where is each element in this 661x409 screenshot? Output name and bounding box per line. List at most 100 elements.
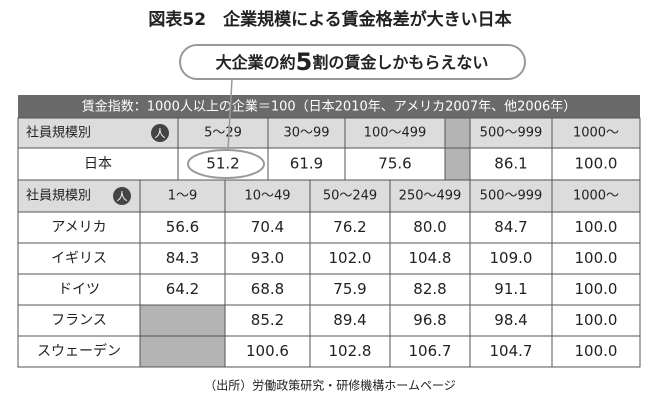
cell — [551, 179, 641, 213]
cell — [17, 211, 141, 244]
unit: 人 — [155, 127, 166, 140]
cell — [551, 273, 641, 306]
column-header: 1〜9 — [168, 189, 198, 204]
row-label: 日本 — [84, 156, 112, 172]
tables: 社員規模別人 5〜29 30〜99 100〜499 500〜999 1000〜日本 51.2… — [17, 117, 641, 368]
value: 70.4 — [251, 218, 284, 236]
cell — [551, 242, 641, 275]
row-label: イギリス — [51, 251, 107, 267]
cell — [469, 304, 553, 337]
value: 100.0 — [575, 311, 618, 329]
value: 102.0 — [329, 249, 372, 267]
cell — [17, 242, 141, 275]
cell — [224, 242, 311, 275]
value: 104.7 — [490, 342, 533, 360]
value: 82.8 — [413, 280, 446, 298]
callout-connector — [227, 78, 233, 151]
cell — [469, 335, 553, 368]
cell — [389, 273, 471, 306]
value: 84.7 — [494, 218, 527, 236]
row-label: スウェーデン — [37, 343, 121, 360]
cell — [139, 179, 226, 213]
value: 98.4 — [494, 311, 527, 329]
label-header: 社員規模別 — [26, 188, 91, 204]
value: 102.8 — [329, 342, 372, 360]
value: 56.6 — [166, 218, 199, 236]
column-header: 250〜499 — [399, 189, 462, 204]
cell — [389, 335, 471, 368]
column-header: 30〜99 — [283, 126, 329, 141]
source: （出所）労働政策研究・研修機構ホームページ — [204, 378, 455, 393]
value: 109.0 — [490, 249, 533, 267]
callout-number: 5 — [296, 48, 313, 76]
value: 106.7 — [409, 342, 452, 360]
value: 61.9 — [290, 155, 323, 173]
cell — [444, 147, 471, 181]
value: 75.9 — [333, 280, 366, 298]
value: 80.0 — [413, 218, 446, 236]
callout-text: 大企業の約 — [216, 53, 296, 72]
cell — [309, 179, 391, 213]
cell — [469, 179, 553, 213]
cell — [551, 304, 641, 337]
cell — [469, 242, 553, 275]
cell — [469, 147, 553, 181]
cell — [309, 335, 391, 368]
cell — [344, 147, 446, 181]
cell — [177, 117, 269, 149]
value: 100.0 — [575, 218, 618, 236]
unit: 人 — [117, 190, 128, 203]
value: 85.2 — [251, 311, 284, 329]
cell — [551, 147, 641, 181]
cell — [551, 335, 641, 368]
note: 賃金指数：1000人以上の企業＝100（日本2010年、アメリカ2007年、他2… — [82, 99, 577, 115]
cell — [139, 304, 226, 337]
value: 104.8 — [409, 249, 452, 267]
cell — [469, 211, 553, 244]
cell — [444, 117, 471, 149]
cell — [267, 117, 346, 149]
row-label: フランス — [51, 313, 107, 329]
value: 93.0 — [251, 249, 284, 267]
note-bar — [18, 95, 640, 118]
cell — [224, 179, 311, 213]
cell — [469, 273, 553, 306]
value: 91.1 — [494, 280, 527, 298]
value: 100.0 — [575, 342, 618, 360]
value: 51.2 — [206, 155, 239, 173]
value: 64.2 — [166, 280, 199, 298]
column-header: 100〜499 — [364, 126, 427, 141]
value: 84.3 — [166, 249, 199, 267]
cell — [17, 335, 141, 368]
cell — [139, 273, 226, 306]
label-header: 社員規模別 — [26, 125, 91, 141]
column-header: 500〜999 — [480, 126, 543, 141]
unit-badge — [151, 124, 169, 142]
callout: 大企業の約5割の賃金しかもらえない — [216, 48, 489, 76]
column-header: 10〜49 — [244, 189, 290, 204]
value: 100.6 — [246, 342, 289, 360]
cell — [389, 179, 471, 213]
row-label: ドイツ — [58, 282, 100, 298]
value: 100.0 — [575, 155, 618, 173]
cell — [139, 335, 226, 368]
highlight-ring — [187, 149, 265, 179]
row-label: アメリカ — [51, 220, 106, 236]
unit-badge — [113, 187, 131, 205]
cell — [17, 273, 141, 306]
column-header: 1000〜 — [573, 126, 619, 141]
value: 76.2 — [333, 218, 366, 236]
cell — [469, 117, 553, 149]
value: 96.8 — [413, 311, 446, 329]
cell — [551, 117, 641, 149]
value: 100.0 — [575, 280, 618, 298]
callout-box — [179, 44, 526, 80]
callout-text: 割の賃金しかもらえない — [312, 53, 488, 72]
title: 図表52 企業規模による賃金格差が大きい日本 — [148, 9, 511, 30]
column-header: 50〜249 — [323, 189, 377, 204]
column-header: 1000〜 — [573, 189, 619, 204]
cell — [389, 304, 471, 337]
value: 75.6 — [378, 155, 411, 173]
value: 68.8 — [251, 280, 284, 298]
